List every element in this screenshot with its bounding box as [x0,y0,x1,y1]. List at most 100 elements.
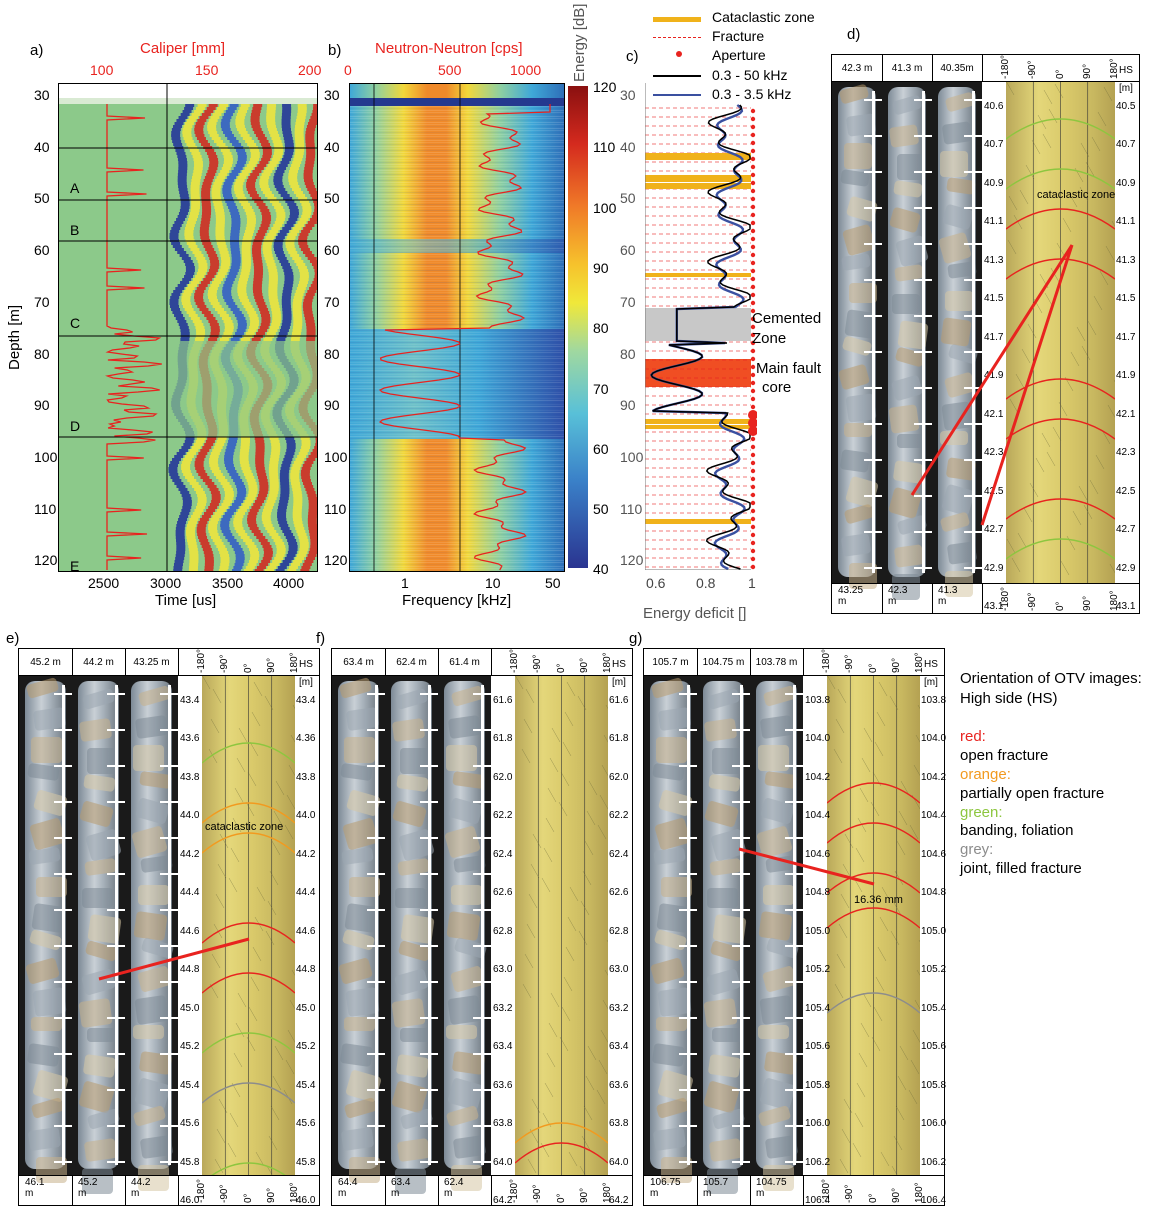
scale-tick [473,945,491,947]
core-fragment [661,877,692,897]
scale-tick [160,765,178,767]
otv-depth-left: 42.5 [984,485,1004,497]
scale-tick [679,873,697,875]
core-fragment [945,571,973,597]
scale-tick [107,729,125,731]
scale-tick [864,171,882,173]
core-fragment [449,965,486,993]
scale-tick [914,495,932,497]
core-fragment [707,1168,738,1194]
core-fragment [134,1077,171,1111]
scale-tick [107,1053,125,1055]
otv-depth-left: 62.6 [493,887,513,899]
otv-axis-top: 0° [242,663,254,673]
core-fragment [400,748,431,774]
scale-tick [914,243,932,245]
otv-axis-bottom: 90° [1081,595,1093,611]
otv-depth-right: 40.9 [1116,177,1136,189]
column-divider [697,1175,698,1205]
scale-tick [367,765,385,767]
scale-tick [914,459,932,461]
column-divider [438,1175,439,1205]
scale-tick [420,765,438,767]
otv-depth-right: 4.36 [296,733,316,745]
header-line [644,675,944,676]
otv-traces [1006,81,1115,583]
b-ytick-80: 80 [324,345,340,362]
neutron-axis-label: Neutron-Neutron [cps] [375,40,523,57]
depth-scale-bar [872,91,875,573]
core-fragment [30,1096,65,1120]
core-top-depth: 104.75 m [702,657,745,668]
b-ytick-30: 30 [324,87,340,103]
core-fragment [703,800,740,828]
scale-tick [54,729,72,731]
otv-depth-right: 43.8 [296,771,316,783]
otv-depth-right: 62.8 [609,925,629,937]
colorbar-tick-100: 100 [593,199,617,216]
scale-tick [785,837,803,839]
scale-tick [785,909,803,911]
otv-depth-right: 41.3 [1116,254,1136,266]
core-fragment [941,121,973,145]
core-fragment [759,994,794,1026]
caliper-axis-label: Caliper [mm] [140,40,226,57]
b-ytick-40: 40 [324,138,340,155]
colorbar-tick-90: 90 [593,259,609,276]
c-ytick-30: 30 [620,87,636,103]
otv-axis-top: 90° [578,657,590,673]
otv-depth-right: 42.7 [1116,524,1136,536]
core-fragment [446,745,477,771]
core-bottom-depth: 46.1 m [25,1177,45,1199]
otv-depth-left: 105.6 [805,1041,831,1053]
c-ytick-80: 80 [620,345,636,362]
curve-0.3-50khz [650,104,751,570]
scale-tick [367,1089,385,1091]
core-top-depth: 45.2 m [30,657,61,668]
otv-depth-left: 104.8 [805,887,831,899]
orientation-title-1: Orientation of OTV images: [960,670,1142,687]
core-fragment [939,511,971,533]
scale-tick [732,981,750,983]
scale-tick [54,765,72,767]
core-bottom-depth: 41.3 m [938,585,958,607]
scale-tick [964,207,982,209]
core-bottom-depth: 64.4 m [338,1177,358,1199]
core-fragment [83,1137,118,1163]
otv-depth-right: 64.2 [609,1195,629,1206]
otv-axis-top: -180° [1000,54,1011,79]
core-bottom-depth: 44.2 m [131,1177,151,1199]
core-fragment [653,846,686,866]
core-fragment [887,486,923,520]
a-ytick-60: 60 [34,242,50,259]
scale-tick [420,1089,438,1091]
core-fragment [893,180,923,198]
core-fragment [712,748,743,774]
scale-tick [732,1017,750,1019]
scale-tick [54,1053,72,1055]
scale-tick [367,1161,385,1163]
scale-tick [785,945,803,947]
scale-tick [864,495,882,497]
core-fragment [446,910,481,942]
column-divider [750,649,751,675]
core-fragment [897,434,925,448]
otv-depth-right: 61.6 [609,695,629,706]
otv-depth-left: 41.9 [984,370,1004,382]
scale-tick [785,1017,803,1019]
scale-tick [732,945,750,947]
core-fragment [758,910,793,942]
scale-tick [914,171,932,173]
scale-tick [160,729,178,731]
otv-depth-left: 61.6 [493,695,513,706]
colorbar-tick-40: 40 [593,561,609,578]
scale-tick [367,837,385,839]
core-fragment [707,888,738,908]
core-fragment [137,684,172,708]
otv-depth-left: 63.6 [493,1079,513,1091]
core-column [24,676,69,1183]
footer-line [644,1175,944,1176]
otv-depth-left: 40.7 [984,139,1004,151]
orientation-title-2: High side (HS) [960,690,1058,707]
core-fragment [87,748,118,774]
